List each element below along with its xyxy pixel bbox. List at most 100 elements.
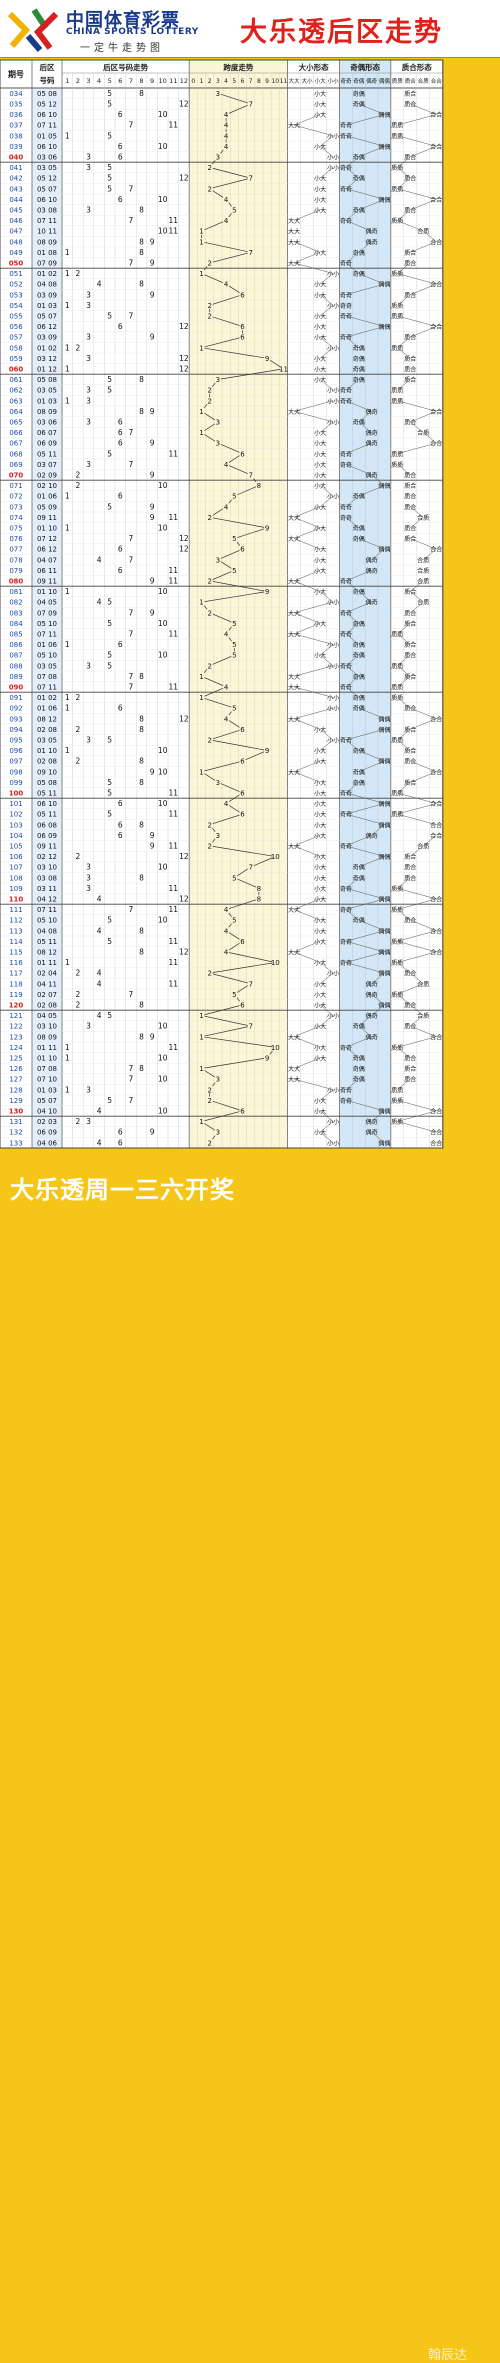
span-value: 2 [207, 260, 211, 268]
issue-number: 123 [9, 1033, 22, 1041]
bigsmall-connector [319, 1015, 334, 1027]
span-point-bg [223, 195, 230, 203]
trend-number: 10 [158, 524, 168, 533]
span-value: 5 [232, 641, 236, 649]
oddeven-value: 奇奇 [340, 397, 352, 405]
trend-number: 2 [76, 343, 81, 352]
bigsmall-value: 小大 [314, 525, 326, 533]
bigsmall-connector [294, 612, 321, 624]
bigsmall-value: 大大 [288, 684, 300, 692]
rear-numbers: 01 11 [37, 959, 57, 967]
oddeven-connector [345, 623, 359, 635]
trend-number: 9 [150, 439, 155, 448]
primecomp-value: 质质 [391, 344, 403, 352]
primecomp-value: 质合 [404, 175, 416, 183]
brand-name-cn: 中国体育彩票 [66, 10, 180, 31]
oddeven-value: 偶偶 [378, 821, 390, 829]
trend-number: 1 [65, 704, 70, 713]
issue-number: 092 [9, 705, 22, 713]
rear-numbers: 09 11 [37, 578, 57, 586]
span-value: 5 [232, 991, 236, 999]
oddeven-value: 偶奇 [366, 1033, 378, 1041]
primecomp-connector [397, 1047, 411, 1059]
primecomp-value: 合合 [430, 832, 442, 840]
span-point-bg [239, 450, 246, 458]
primecomp-connector [397, 665, 411, 677]
oddeven-connector [345, 1100, 385, 1112]
oddeven-connector [345, 739, 359, 751]
span-point-bg [239, 1001, 246, 1009]
bigsmall-value: 小小 [327, 1139, 339, 1147]
bigsmall-value: 大大 [288, 578, 300, 586]
primecomp-value: 质质 [391, 694, 403, 702]
oddeven-connector [345, 654, 359, 666]
span-point-bg [255, 895, 262, 903]
span-value: 6 [240, 334, 245, 342]
trend-number: 6 [118, 831, 123, 840]
rear-numbers: 03 12 [37, 355, 57, 363]
bigsmall-connector [319, 146, 334, 158]
primecomp-connector [410, 1004, 424, 1016]
trend-number: 6 [118, 545, 123, 554]
bigsmall-connector [319, 654, 334, 666]
issue-number: 039 [9, 143, 22, 151]
span-value: 2 [207, 185, 211, 193]
issue-number: 067 [9, 440, 22, 448]
oddeven-value: 偶偶 [378, 196, 390, 204]
trend-number: 10 [158, 587, 168, 596]
oddeven-connector [345, 601, 372, 613]
trend-number: 1 [65, 248, 70, 257]
span-point-bg [214, 831, 221, 839]
primecomp-value: 合合 [430, 1139, 442, 1147]
primecomp-connector [410, 1015, 424, 1027]
primecomp-value: 质质 [391, 1097, 403, 1105]
trend-header: 后区号码走势 [103, 62, 148, 72]
trend-number: 5 [107, 598, 112, 607]
trend-number: 9 [150, 259, 155, 268]
pc-col-label: 质合 [405, 77, 417, 85]
bigsmall-value: 小大 [314, 175, 326, 183]
bigsmall-value: 小大 [314, 376, 326, 384]
span-value: 2 [207, 1097, 211, 1105]
bigsmall-value: 小大 [314, 959, 326, 967]
span-value: 2 [207, 302, 211, 310]
span-value: 6 [240, 1108, 245, 1116]
issue-number: 108 [9, 874, 22, 882]
rear-numbers: 05 10 [37, 652, 57, 660]
oddeven-value: 奇偶 [353, 694, 365, 702]
span-point-bg [239, 725, 246, 733]
trend-number: 10 [158, 195, 168, 204]
primecomp-connector [397, 209, 411, 221]
oddeven-value: 偶偶 [378, 111, 390, 119]
trend-number: 7 [129, 672, 134, 681]
primecomp-value: 质合 [404, 705, 416, 713]
span-point-bg [264, 524, 271, 532]
oddeven-value: 奇偶 [353, 747, 365, 755]
span-value: 7 [248, 980, 252, 988]
issue-number: 070 [9, 472, 24, 480]
span-point-bg [247, 100, 254, 108]
rear-numbers: 05 08 [37, 90, 57, 98]
rear-numbers: 05 12 [37, 101, 57, 109]
issue-number: 116 [9, 959, 23, 967]
oddeven-value: 奇奇 [340, 790, 352, 798]
span-value: 3 [216, 440, 220, 448]
oddeven-value: 奇奇 [340, 811, 352, 819]
oddeven-value: 奇偶 [353, 270, 365, 278]
trend-number: 2 [76, 990, 81, 999]
bigsmall-connector [294, 623, 321, 635]
trend-number: 2 [76, 693, 81, 702]
primecomp-value: 质合 [404, 609, 416, 617]
bigsmall-value: 小大 [314, 366, 326, 374]
primecomp-value: 合质 [417, 514, 429, 522]
issue-number: 056 [9, 323, 23, 331]
trend-number: 3 [86, 884, 91, 893]
trend-number: 7 [129, 555, 134, 564]
span-value: 6 [240, 758, 245, 766]
rear-numbers: 08 09 [37, 1033, 57, 1041]
trend-number: 12 [179, 365, 189, 374]
primecomp-value: 质质 [391, 811, 403, 819]
primecomp-value: 合合 [430, 1129, 442, 1137]
span-point-bg [206, 662, 213, 670]
span-point-bg [206, 969, 213, 977]
